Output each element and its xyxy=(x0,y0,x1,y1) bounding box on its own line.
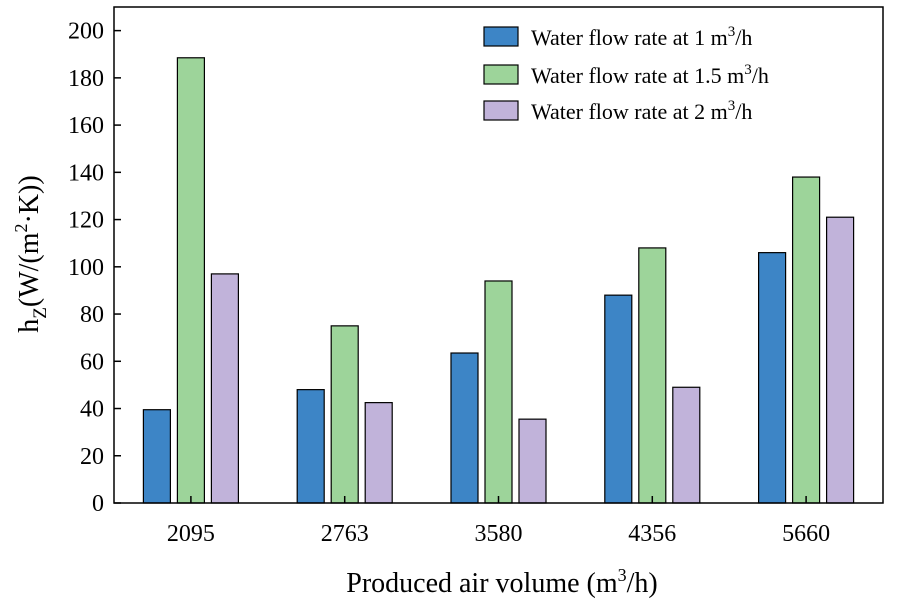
bar-3580-series-1 xyxy=(450,352,479,504)
y-tick-label-200: 200 xyxy=(68,19,104,45)
y-axis-ticks: 0 20 40 60 80 100 120 140 160 180 200 xyxy=(68,19,121,517)
legend-item-1-5m3: Water flow rate at 1.5 m3/h xyxy=(483,62,769,88)
bar-5660-series-1 xyxy=(757,252,787,504)
bar-2763-series-1 xyxy=(296,389,325,504)
x-tick-label-2095: 2095 xyxy=(167,521,215,547)
bar-3580-series-2 xyxy=(484,280,513,504)
legend-swatch-2m3 xyxy=(483,100,519,121)
bar-4356-series-1 xyxy=(604,294,633,504)
bar-5660-series-3 xyxy=(825,216,855,504)
legend-swatch-1-5m3 xyxy=(483,64,519,85)
bar-3580-series-3 xyxy=(518,418,547,504)
y-tick-label-160: 160 xyxy=(68,113,104,139)
x-tick-label-3580: 3580 xyxy=(475,521,523,547)
legend-item-2m3: Water flow rate at 2 m3/h xyxy=(483,98,752,124)
bar-5660-series-2 xyxy=(791,176,821,504)
y-tick-label-80: 80 xyxy=(80,302,104,328)
legend-swatch-1m3 xyxy=(483,26,519,47)
legend: Water flow rate at 1 m3/h Water flow rat… xyxy=(483,24,769,124)
y-tick-label-140: 140 xyxy=(68,160,104,186)
bar-2095-series-2 xyxy=(176,57,205,504)
y-tick-label-120: 120 xyxy=(68,208,104,234)
bar-4356-series-3 xyxy=(672,386,701,504)
y-tick-label-180: 180 xyxy=(68,66,104,92)
x-axis-title: Produced air volume (m3/h) xyxy=(346,565,657,599)
bar-4356-series-2 xyxy=(638,247,667,504)
bar-2763-series-3 xyxy=(364,402,393,504)
y-tick-label-60: 60 xyxy=(80,349,104,375)
legend-label-1m3: Water flow rate at 1 m3/h xyxy=(531,24,752,50)
legend-label-2m3: Water flow rate at 2 m3/h xyxy=(531,98,752,124)
legend-item-1m3: Water flow rate at 1 m3/h xyxy=(483,24,752,50)
plot-frame xyxy=(113,6,884,504)
bars-layer xyxy=(142,57,855,504)
x-axis-ticks: 2095 2763 3580 4356 5660 xyxy=(167,496,830,547)
bar-2763-series-2 xyxy=(330,325,359,504)
y-axis-title: hZ(W/(m2·K)) xyxy=(11,175,51,332)
x-tick-label-4356: 4356 xyxy=(628,521,676,547)
y-tick-label-40: 40 xyxy=(80,397,104,423)
y-tick-label-100: 100 xyxy=(68,255,104,281)
y-tick-label-20: 20 xyxy=(80,444,104,470)
bar-2095-series-3 xyxy=(210,273,239,504)
x-tick-label-2763: 2763 xyxy=(321,521,369,547)
bar-2095-series-1 xyxy=(142,409,171,504)
legend-label-1-5m3: Water flow rate at 1.5 m3/h xyxy=(531,62,769,88)
x-tick-label-5660: 5660 xyxy=(782,521,830,547)
y-tick-label-0: 0 xyxy=(92,491,104,517)
